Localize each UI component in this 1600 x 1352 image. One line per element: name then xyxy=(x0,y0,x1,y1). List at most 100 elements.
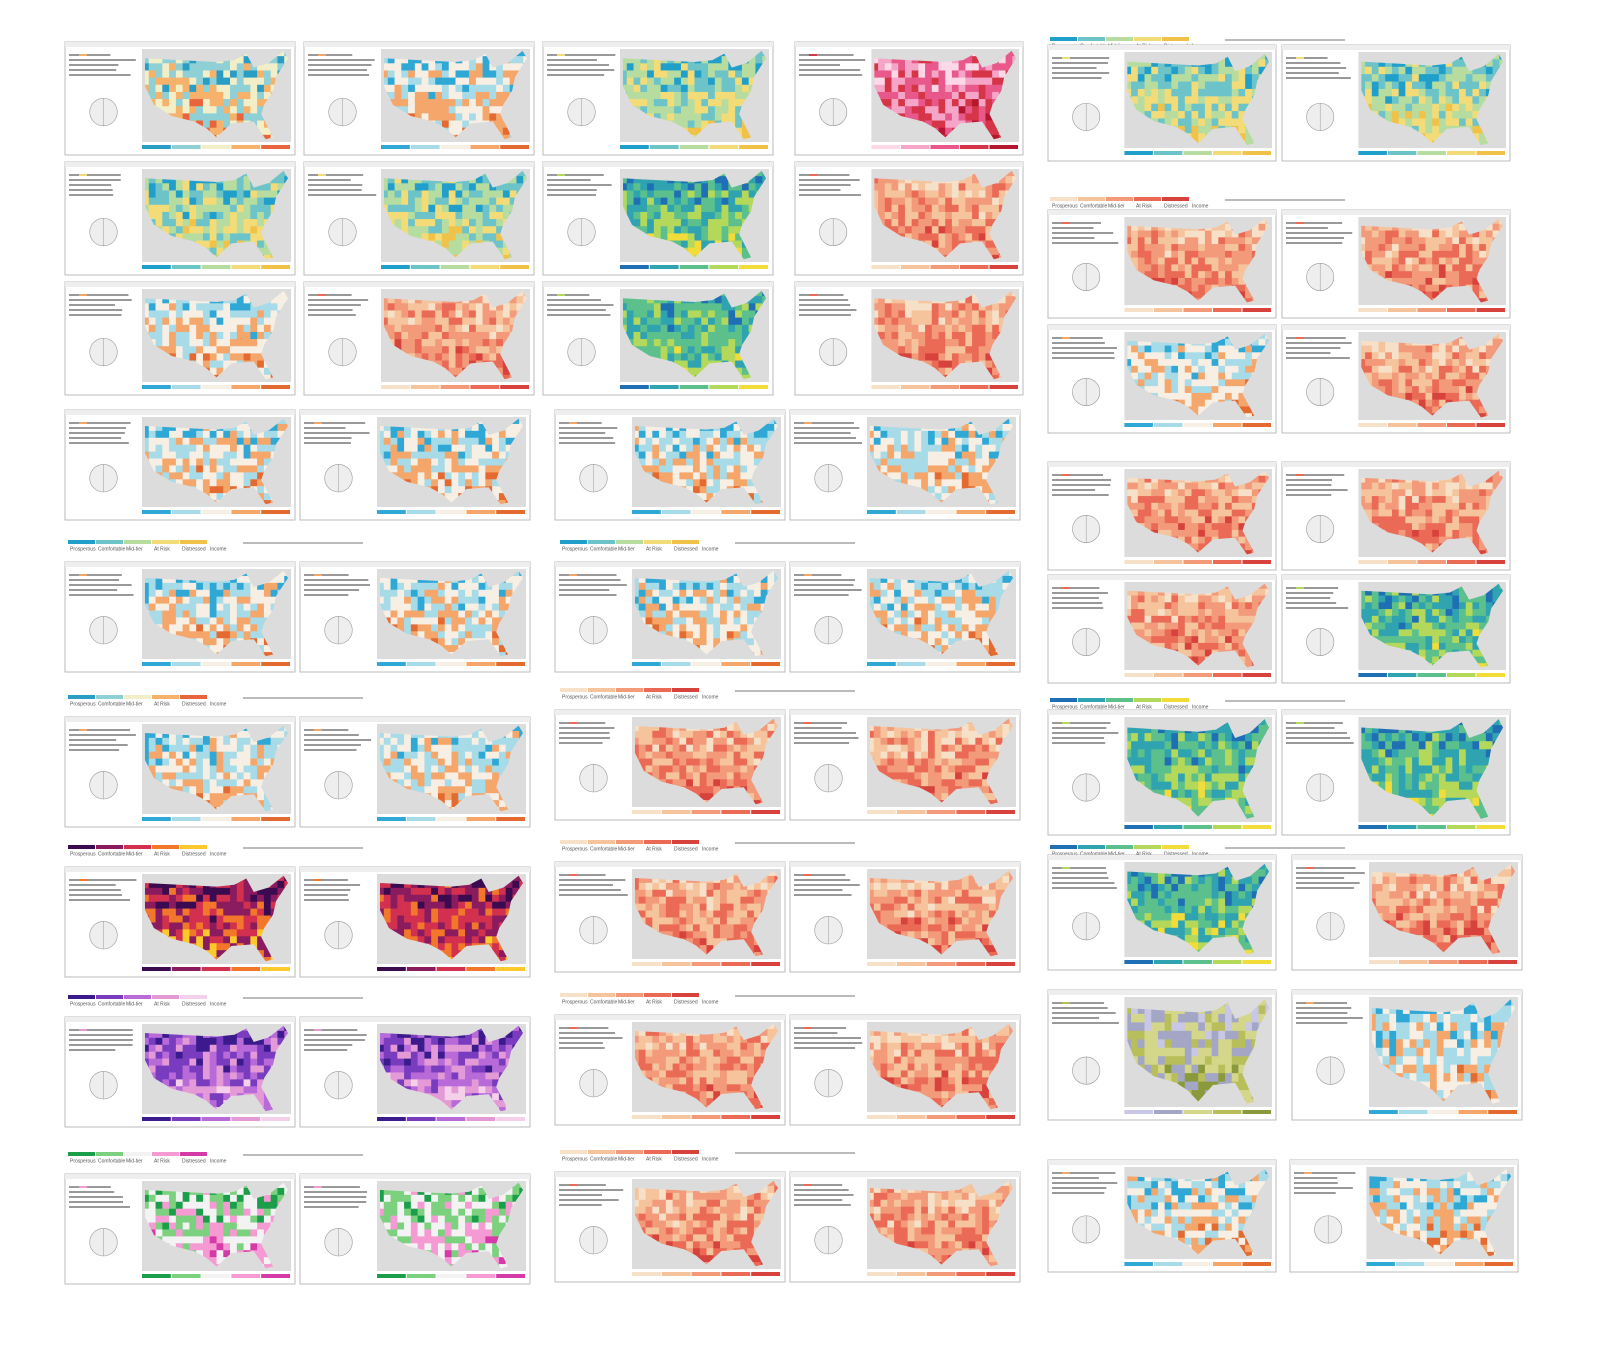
county-cell xyxy=(1151,59,1159,68)
county-cell xyxy=(874,56,879,64)
county-cell xyxy=(189,113,197,121)
county-cell xyxy=(633,303,641,311)
county-cell xyxy=(428,211,436,220)
county-cell xyxy=(998,56,1006,64)
county-cell xyxy=(680,226,689,234)
county-cell xyxy=(216,197,224,206)
county-cell xyxy=(428,346,436,354)
county-cell xyxy=(502,70,510,78)
county-cell xyxy=(626,324,634,333)
legend-label: Mid-tier xyxy=(1108,203,1125,209)
county-cell xyxy=(985,233,993,241)
county-cell xyxy=(496,211,504,220)
county-cell xyxy=(694,120,702,128)
county-cell xyxy=(1251,237,1259,245)
county-cell xyxy=(714,176,722,184)
county-cell xyxy=(925,77,933,86)
county-cell xyxy=(972,99,980,107)
county-cell xyxy=(1164,96,1172,104)
county-cell xyxy=(985,331,993,340)
county-cell xyxy=(640,106,648,114)
county-cell xyxy=(633,296,641,304)
county-cell xyxy=(1418,244,1426,252)
county-cell xyxy=(1465,264,1473,272)
county-cell xyxy=(1218,96,1226,104)
county-cell xyxy=(978,84,986,93)
county-cell xyxy=(985,113,993,121)
county-cell xyxy=(622,183,628,191)
county-cell xyxy=(891,106,899,114)
county-cell xyxy=(721,233,729,241)
county-cell xyxy=(462,113,470,121)
county-cell xyxy=(257,353,265,361)
county-cell xyxy=(1184,244,1192,252)
county-cell xyxy=(1178,244,1186,252)
county-cell xyxy=(626,84,634,93)
county-cell xyxy=(1218,230,1226,238)
county-cell xyxy=(1258,53,1266,60)
county-cell xyxy=(414,91,422,100)
county-cell xyxy=(1445,118,1453,127)
county-cell xyxy=(1184,237,1192,245)
county-cell xyxy=(965,77,973,86)
county-cell xyxy=(911,113,919,121)
county-cell xyxy=(1472,118,1480,127)
county-cell xyxy=(741,374,749,380)
county-cell xyxy=(1418,81,1426,90)
county-cell xyxy=(387,211,395,220)
county-cell xyxy=(1005,63,1013,71)
county-cell xyxy=(884,296,892,304)
county-cell xyxy=(1245,244,1253,252)
county-cell xyxy=(1452,103,1460,112)
county-cell xyxy=(448,226,456,234)
county-cell xyxy=(660,63,668,71)
highlight xyxy=(557,294,565,296)
county-cell xyxy=(175,113,183,121)
county-cell xyxy=(441,84,450,93)
county-cell xyxy=(175,353,183,361)
county-cell xyxy=(1151,223,1159,231)
county-cell xyxy=(687,247,695,256)
county-cell xyxy=(653,204,661,213)
county-cell xyxy=(985,226,993,234)
county-cell xyxy=(236,317,244,326)
county-cell xyxy=(1378,74,1386,82)
legend-swatch xyxy=(201,145,231,149)
county-cell xyxy=(714,296,722,304)
county-cell xyxy=(435,339,443,347)
county-cell xyxy=(387,84,395,93)
county-cell xyxy=(938,346,946,354)
county-cell xyxy=(1144,88,1152,97)
text-line xyxy=(69,174,121,176)
county-cell xyxy=(284,56,289,64)
county-cell xyxy=(1378,244,1386,252)
legend-swatch xyxy=(679,265,709,269)
county-cell xyxy=(1412,271,1420,279)
county-cell xyxy=(236,346,244,354)
county-cell xyxy=(951,120,959,128)
county-cell xyxy=(489,70,497,78)
county-cell xyxy=(1385,237,1393,245)
county-cell xyxy=(694,303,702,311)
county-cell xyxy=(694,353,702,361)
county-cell xyxy=(162,99,170,107)
county-cell xyxy=(455,240,463,248)
county-cell xyxy=(1371,74,1379,82)
county-cell xyxy=(1131,81,1139,90)
county-cell xyxy=(169,331,177,340)
text-line xyxy=(308,314,356,316)
county-cell xyxy=(223,197,231,206)
legend-swatch xyxy=(410,385,440,389)
county-cell xyxy=(496,367,504,376)
county-cell xyxy=(502,310,510,318)
county-cell xyxy=(1191,133,1199,141)
county-cell xyxy=(462,106,470,114)
county-cell xyxy=(1418,125,1426,134)
county-cell xyxy=(714,70,722,78)
county-cell xyxy=(978,219,986,227)
county-cell xyxy=(1245,88,1253,97)
county-cell xyxy=(441,219,450,227)
county-cell xyxy=(918,233,926,241)
county-cell xyxy=(741,331,749,340)
county-cell xyxy=(687,233,695,241)
